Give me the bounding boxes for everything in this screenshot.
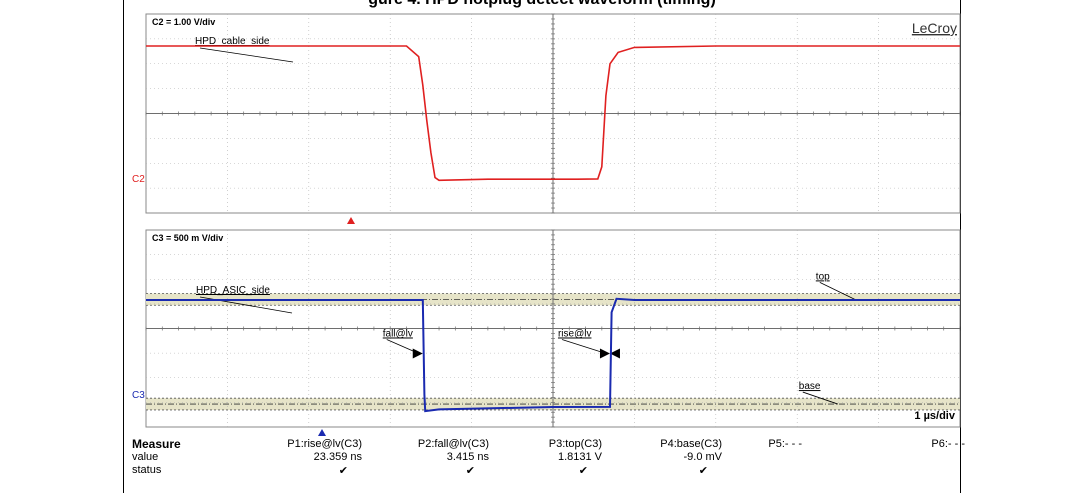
measure-name-p4: P4:base(C3) bbox=[660, 438, 722, 450]
measure-name-p3: P3:top(C3) bbox=[548, 438, 602, 450]
measure-value-p4: -9.0 mV bbox=[683, 451, 722, 463]
series-label-leader bbox=[199, 47, 294, 63]
upper-scale-label: C2 = 1.00 V/div bbox=[152, 17, 215, 27]
measure-header-label: Measure bbox=[132, 437, 181, 451]
measure-value-p1: 23.359 ns bbox=[313, 451, 362, 463]
figure-title: gure 4. HPD hotplug detect waveform (tim… bbox=[124, 0, 960, 9]
trigger-marker-blue bbox=[318, 429, 326, 436]
trace-hpd-cable-side bbox=[146, 45, 960, 182]
measure-status-p3: ✔ bbox=[578, 465, 588, 477]
lower-scale-label: C3 = 500 m V/div bbox=[152, 233, 223, 243]
upper-panel: C2 = 1.00 V/div LeCroy HPD_cable_side C2 bbox=[132, 13, 961, 224]
lower-panel: C3 = 500 m V/div HPD_ASIC_side fall@lv ri… bbox=[132, 229, 961, 436]
lower-axis-ticks bbox=[145, 229, 961, 428]
annotation-base: base bbox=[799, 381, 821, 392]
measure-name-p5: P5:- - - bbox=[768, 438, 802, 450]
upper-axis-ticks bbox=[145, 13, 961, 214]
series-label-hpd-cable-side: HPD_cable_side bbox=[195, 36, 270, 47]
measure-name-p1: P1:rise@lv(C3) bbox=[287, 438, 362, 450]
annotation-leader bbox=[561, 339, 607, 354]
lower-annotations: fall@lv rise@lv top base bbox=[383, 271, 855, 405]
annotation-rise-at-lv: rise@lv bbox=[558, 328, 592, 339]
annotation-leader bbox=[819, 282, 855, 300]
brand-logo: LeCroy bbox=[912, 20, 957, 36]
channel-marker-c2: C2 bbox=[132, 174, 145, 185]
annotation-arrow bbox=[412, 348, 423, 359]
series-label-hpd-asic-side: HPD_ASIC_side bbox=[196, 285, 270, 296]
measure-value-p2: 3.415 ns bbox=[446, 451, 489, 463]
lower-grid bbox=[146, 230, 960, 427]
value-row-label: value bbox=[132, 451, 159, 463]
time-scale-label: 1 µs/div bbox=[914, 410, 955, 422]
upper-series-label: HPD_cable_side bbox=[195, 36, 294, 63]
annotation-arrow bbox=[599, 348, 610, 359]
status-row-label: status bbox=[132, 464, 162, 476]
trigger-marker-red bbox=[347, 217, 355, 224]
channel-marker-c3: C3 bbox=[132, 390, 145, 401]
measure-status-p2: ✔ bbox=[465, 465, 475, 477]
measure-status-p1: ✔ bbox=[338, 465, 348, 477]
annotation-top: top bbox=[816, 271, 830, 282]
annotation-arrow bbox=[609, 348, 620, 359]
measure-name-p2: P2:fall@lv(C3) bbox=[417, 438, 489, 450]
measure-value-p3: 1.8131 V bbox=[557, 451, 602, 463]
measure-status-p4: ✔ bbox=[698, 465, 708, 477]
annotation-leader bbox=[802, 391, 838, 405]
measure-name-p6: P6:- - - bbox=[931, 438, 965, 450]
annotation-fall-at-lv: fall@lv bbox=[383, 328, 413, 339]
trace-hpd-asic-side bbox=[146, 297, 960, 413]
